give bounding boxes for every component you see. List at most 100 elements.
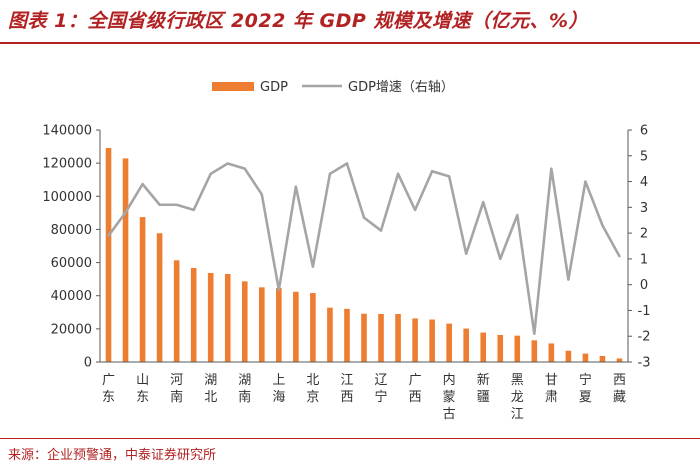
growth-point-安徽 xyxy=(260,193,264,196)
bar-陕西 xyxy=(327,307,333,362)
growth-point-浙江 xyxy=(158,203,161,206)
bar-吉林 xyxy=(531,340,538,362)
right-tick-label: 5 xyxy=(640,149,648,164)
bar-北京 xyxy=(310,293,316,362)
category-label: 江西 xyxy=(340,373,353,405)
growth-point-广西 xyxy=(413,208,417,212)
growth-line xyxy=(107,162,621,335)
growth-point-青海 xyxy=(601,224,604,227)
right-tick-label: 4 xyxy=(640,175,648,190)
growth-polyline xyxy=(107,162,621,335)
growth-point-重庆 xyxy=(362,216,366,219)
bar-江西 xyxy=(344,308,350,362)
category-label: 广东 xyxy=(102,373,115,405)
growth-point-北京 xyxy=(311,265,315,268)
growth-point-天津 xyxy=(499,257,502,261)
growth-point-山西 xyxy=(430,170,434,173)
right-tick-label: 0 xyxy=(640,278,648,293)
bar-青海 xyxy=(599,356,606,362)
bar-湖南 xyxy=(241,281,248,362)
legend: GDP GDP增速（右轴） xyxy=(212,80,454,95)
category-label: 河南 xyxy=(170,373,183,405)
growth-point-湖北 xyxy=(209,172,212,176)
bar-天津 xyxy=(497,334,504,362)
right-tick-label: -3 xyxy=(638,356,651,371)
growth-point-陕西 xyxy=(328,172,332,176)
growth-point-四川 xyxy=(192,208,195,212)
growth-point-福建 xyxy=(226,162,229,165)
left-tick-label: 20000 xyxy=(51,322,92,337)
growth-point-吉林 xyxy=(533,332,536,335)
left-axis-ticks: 0 20000 40000 60000 80000 100000 120000 140000 xyxy=(42,124,100,371)
left-tick-label: 100000 xyxy=(42,190,92,205)
title-rule xyxy=(0,42,700,44)
bar-广西 xyxy=(412,318,418,362)
category-label: 黑龙江 xyxy=(511,373,524,422)
bars xyxy=(105,148,623,362)
legend-gdp-label: GDP xyxy=(260,80,288,95)
bar-云南 xyxy=(395,314,401,362)
bar-江苏 xyxy=(122,158,129,362)
growth-point-新疆 xyxy=(482,200,485,204)
category-label: 西藏 xyxy=(613,373,626,405)
category-label: 内蒙古 xyxy=(443,372,456,422)
growth-point-山东 xyxy=(141,182,144,186)
bar-河北 xyxy=(293,291,299,362)
bar-湖北 xyxy=(207,272,214,362)
bar-宁夏 xyxy=(582,353,589,362)
bar-福建 xyxy=(224,273,231,362)
bar-海南 xyxy=(565,350,572,362)
left-tick-label: 140000 xyxy=(42,124,92,139)
bar-浙江 xyxy=(156,233,163,362)
left-tick-label: 0 xyxy=(84,356,92,371)
growth-point-海南 xyxy=(567,278,570,281)
growth-point-云南 xyxy=(396,172,400,176)
right-axis-ticks: -3 -2 -1 0 1 2 3 4 5 6 xyxy=(628,124,650,371)
category-label: 宁夏 xyxy=(579,372,592,405)
growth-point-上海 xyxy=(277,288,281,292)
growth-point-宁夏 xyxy=(584,180,587,183)
left-tick-label: 80000 xyxy=(51,223,92,238)
growth-point-河南 xyxy=(175,203,178,206)
left-tick-label: 60000 xyxy=(51,256,92,271)
right-tick-label: 3 xyxy=(640,201,648,216)
bar-四川 xyxy=(190,267,197,362)
footer-rule xyxy=(0,438,700,439)
bar-内蒙古 xyxy=(446,323,452,362)
bar-西藏 xyxy=(616,358,623,362)
category-label: 上海 xyxy=(272,373,285,405)
growth-point-辽宁 xyxy=(379,229,383,232)
bar-贵州 xyxy=(463,328,469,362)
right-tick-label: 1 xyxy=(640,252,648,267)
bar-辽宁 xyxy=(378,313,384,362)
growth-point-河北 xyxy=(294,185,298,188)
category-label: 广西 xyxy=(409,373,422,405)
chart-title: 图表 1：全国省级行政区 2022 年 GDP 规模及增速（亿元、%） xyxy=(8,10,589,32)
growth-point-内蒙古 xyxy=(447,175,451,178)
growth-point-江西 xyxy=(345,162,349,165)
legend-bar-swatch xyxy=(212,82,254,91)
right-tick-label: 2 xyxy=(640,227,648,242)
growth-point-江苏 xyxy=(124,211,127,214)
category-label: 辽宁 xyxy=(375,373,388,405)
category-label: 湖南 xyxy=(238,373,251,405)
legend-growth-label: GDP增速（右轴） xyxy=(348,80,454,95)
bar-安徽 xyxy=(259,287,265,362)
bar-甘肃 xyxy=(548,343,555,362)
growth-point-湖南 xyxy=(243,167,246,170)
bar-上海 xyxy=(276,288,282,362)
growth-point-广东 xyxy=(107,234,110,237)
growth-point-甘肃 xyxy=(550,167,553,170)
bar-新疆 xyxy=(480,332,487,362)
axes xyxy=(99,130,629,363)
category-label: 北京 xyxy=(306,373,319,405)
category-label: 山东 xyxy=(136,373,149,405)
left-tick-label: 120000 xyxy=(42,157,92,172)
category-label: 甘肃 xyxy=(545,373,558,405)
bar-黑龙江 xyxy=(514,335,521,362)
right-tick-label: -1 xyxy=(638,304,651,319)
growth-point-西藏 xyxy=(618,255,621,258)
bar-广东 xyxy=(105,148,112,362)
